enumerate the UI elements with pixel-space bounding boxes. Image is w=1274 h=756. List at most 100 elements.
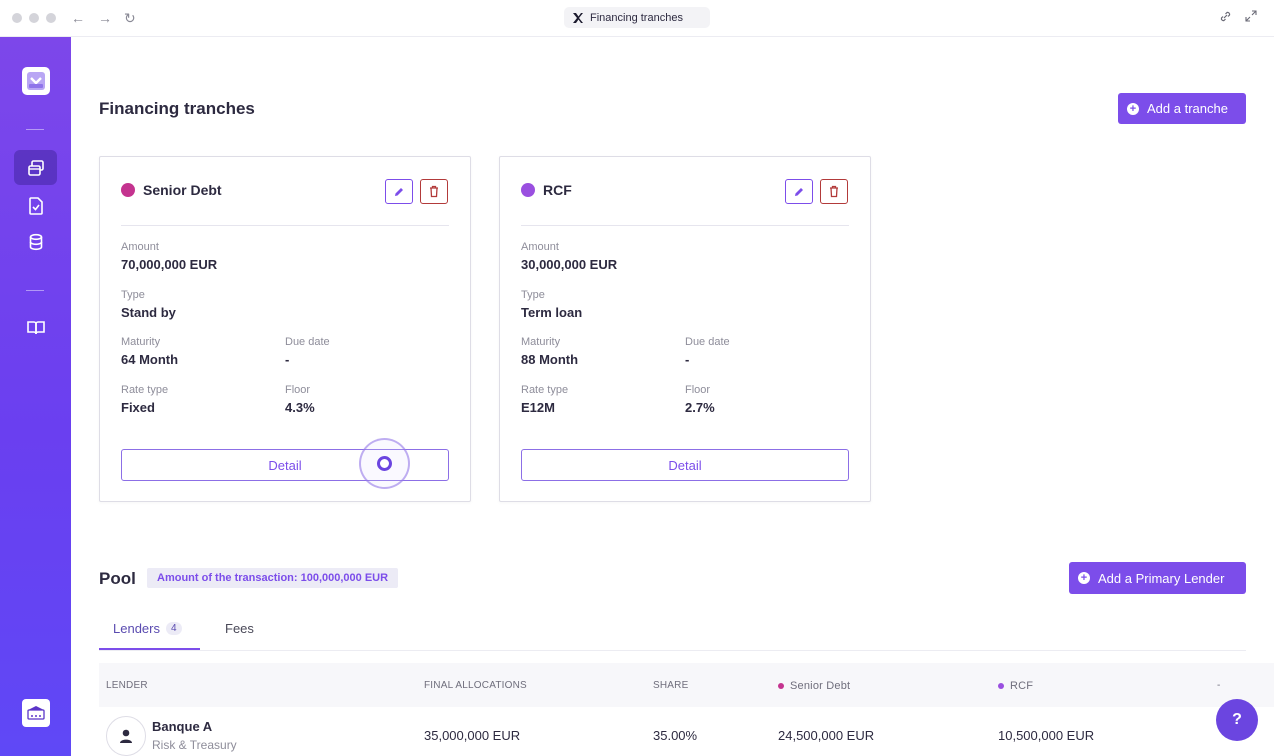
browser-toolbar: ← → ↻ Financing tranches: [0, 0, 1274, 37]
database-icon: [29, 233, 42, 250]
column-header-extra: -: [1217, 680, 1221, 691]
back-arrow-icon[interactable]: ←: [71, 10, 85, 26]
card-divider: [121, 225, 449, 226]
rcf-dot: [998, 683, 1004, 689]
type-label: Type: [521, 289, 545, 301]
due-date-label: Due date: [685, 336, 730, 348]
tab-lenders-label: Lenders: [113, 621, 160, 636]
amount-value: 30,000,000 EUR: [521, 257, 618, 272]
amount-label: Amount: [521, 241, 559, 253]
rate-type-value: Fixed: [121, 400, 155, 415]
sidebar-item-documents[interactable]: [14, 188, 57, 223]
company-logo[interactable]: [22, 67, 50, 95]
window-minimize-dot[interactable]: [29, 13, 39, 23]
reload-icon[interactable]: ↻: [124, 10, 136, 26]
user-icon: [120, 729, 132, 743]
rate-type-label: Rate type: [521, 384, 569, 396]
floor-value: 2.7%: [685, 400, 715, 415]
tranche-color-dot: [121, 183, 135, 197]
sidebar-item-database[interactable]: [14, 224, 57, 259]
lender-name: Banque A: [152, 719, 213, 734]
tab-fees[interactable]: Fees: [225, 621, 254, 636]
card-divider: [521, 225, 849, 226]
column-header-final-allocations[interactable]: FINAL ALLOCATIONS: [424, 680, 527, 691]
document-check-icon: [28, 196, 43, 215]
maturity-value: 64 Month: [121, 352, 179, 367]
rcf-cell: 10,500,000 EUR: [998, 728, 1095, 743]
pool-title: Pool: [99, 569, 136, 588]
trash-icon: [430, 185, 438, 198]
due-date-value: -: [285, 352, 290, 367]
type-value: Stand by: [121, 305, 176, 320]
windows-icon: [27, 159, 44, 176]
cursor-indicator: [377, 456, 392, 471]
pencil-icon: [395, 187, 403, 196]
plus-circle-icon: +: [1078, 572, 1090, 584]
add-tranche-label: Add a tranche: [1147, 101, 1228, 116]
tranche-name: Senior Debt: [143, 182, 222, 198]
delete-tranche-button[interactable]: [420, 179, 448, 204]
sidebar-item-guide[interactable]: [14, 310, 57, 345]
link-icon[interactable]: [1219, 10, 1232, 26]
heart-logo-icon: [27, 72, 45, 90]
tab-lenders[interactable]: Lenders 4: [113, 621, 182, 636]
senior-debt-cell: 24,500,000 EUR: [778, 728, 875, 743]
pencil-icon: [795, 187, 803, 196]
window-close-dot[interactable]: [12, 13, 22, 23]
bank-icon: [27, 706, 45, 720]
amount-label: Amount: [121, 241, 159, 253]
tranche-name: RCF: [543, 182, 572, 198]
edit-tranche-button[interactable]: [385, 179, 413, 204]
floor-value: 4.3%: [285, 400, 315, 415]
open-book-icon: [26, 320, 45, 334]
floor-label: Floor: [685, 384, 711, 396]
column-header-share[interactable]: SHARE: [653, 680, 689, 691]
column-header-rcf[interactable]: RCF: [998, 680, 1033, 692]
type-value: Term loan: [521, 305, 583, 320]
tabs-divider: [99, 650, 1246, 651]
trash-icon: [830, 185, 838, 198]
app-logo-icon: [573, 12, 583, 23]
floor-label: Floor: [285, 384, 311, 396]
lenders-count-badge: 4: [165, 622, 182, 635]
tab-fees-label: Fees: [225, 621, 254, 636]
tranche-color-dot: [521, 183, 535, 197]
column-header-lender[interactable]: LENDER: [106, 680, 148, 691]
final-allocation-cell: 35,000,000 EUR: [424, 728, 521, 743]
forward-arrow-icon[interactable]: →: [98, 10, 112, 26]
table-header: [99, 663, 1274, 707]
sidebar-divider: [26, 129, 44, 130]
due-date-value: -: [685, 352, 690, 367]
delete-tranche-button[interactable]: [820, 179, 848, 204]
sidebar-divider: [26, 290, 44, 291]
edit-tranche-button[interactable]: [785, 179, 813, 204]
due-date-label: Due date: [285, 336, 330, 348]
maturity-value: 88 Month: [521, 352, 579, 367]
expand-icon[interactable]: [1245, 10, 1257, 25]
rate-type-label: Rate type: [121, 384, 169, 396]
maturity-label: Maturity: [121, 336, 161, 348]
share-cell: 35.00%: [653, 728, 698, 743]
browser-tab[interactable]: Financing tranches: [564, 7, 710, 28]
add-tranche-button[interactable]: + Add a tranche: [1118, 93, 1246, 124]
avatar: [106, 716, 146, 756]
senior-debt-dot: [778, 683, 784, 689]
transaction-amount-badge: Amount of the transaction: 100,000,000 E…: [147, 568, 399, 588]
plus-circle-icon: +: [1127, 102, 1139, 115]
add-primary-lender-label: Add a Primary Lender: [1098, 570, 1225, 586]
column-header-senior-debt[interactable]: Senior Debt: [778, 680, 850, 692]
window-maximize-dot[interactable]: [46, 13, 56, 23]
help-button[interactable]: ?: [1216, 699, 1258, 741]
lender-department: Risk & Treasury: [152, 738, 237, 752]
amount-value: 70,000,000 EUR: [121, 257, 218, 272]
browser-tab-title: Financing tranches: [590, 11, 683, 24]
maturity-label: Maturity: [521, 336, 561, 348]
sidebar-item-tranches[interactable]: [14, 150, 57, 185]
page-title: Financing tranches: [99, 99, 255, 118]
detail-button[interactable]: Detail: [521, 449, 849, 481]
tranche-card: Senior Debt Amount 70,000,000 EUR Type S…: [99, 156, 471, 502]
tranche-card: RCF Amount 30,000,000 EUR Type Term loan…: [499, 156, 871, 502]
active-tab-indicator: [99, 648, 200, 650]
add-primary-lender-button[interactable]: + Add a Primary Lender: [1069, 562, 1246, 594]
sidebar-bank-button[interactable]: [22, 699, 50, 727]
